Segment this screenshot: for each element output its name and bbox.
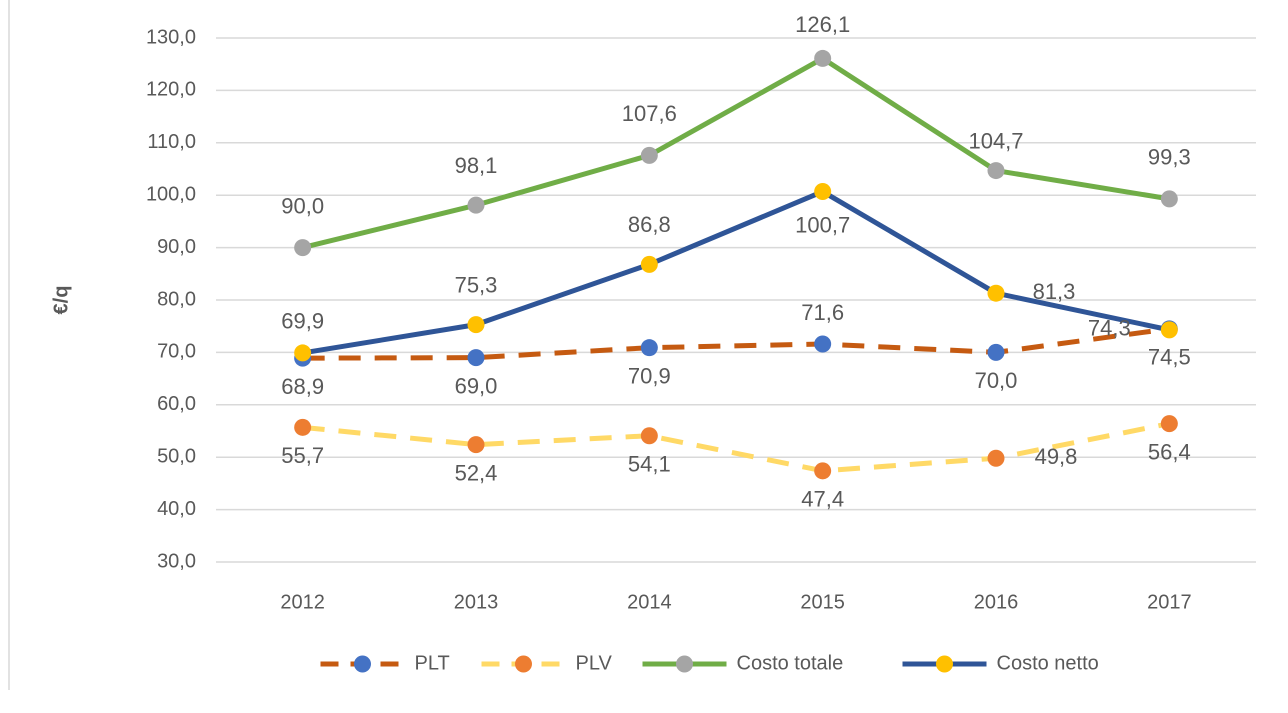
data-label: 104,7 xyxy=(968,128,1023,153)
y-tick-label: 120,0 xyxy=(146,79,196,101)
series-line xyxy=(302,326,1170,361)
data-label: 70,0 xyxy=(975,368,1018,393)
y-tick-label: 70,0 xyxy=(157,341,196,363)
x-tick-label: 2012 xyxy=(280,591,325,613)
data-point xyxy=(1160,321,1178,339)
data-point xyxy=(294,418,312,436)
data-label: 98,1 xyxy=(455,153,498,178)
legend-label: PLT xyxy=(415,652,450,674)
legend-marker xyxy=(515,655,532,673)
legend-label: Costo totale xyxy=(737,652,844,674)
data-label: 47,4 xyxy=(801,487,844,512)
data-point xyxy=(640,255,658,273)
data-label: 126,1 xyxy=(795,12,850,37)
data-point xyxy=(467,436,485,454)
legend-marker xyxy=(676,655,693,673)
data-label: 70,9 xyxy=(628,363,671,388)
data-point xyxy=(294,239,312,257)
data-label: 74,5 xyxy=(1148,345,1191,370)
data-point xyxy=(987,162,1005,180)
data-point xyxy=(1160,415,1178,433)
y-axis-label: €/q xyxy=(50,286,72,315)
legend-label: PLV xyxy=(576,652,613,674)
legend-marker xyxy=(936,655,953,673)
data-label: 107,6 xyxy=(622,101,677,126)
series-line xyxy=(302,189,1170,356)
y-tick-label: 90,0 xyxy=(157,236,196,258)
data-point xyxy=(467,316,485,334)
data-point xyxy=(294,344,312,362)
series-line xyxy=(302,421,1170,474)
data-label: 68,9 xyxy=(281,374,324,399)
data-point xyxy=(987,343,1005,361)
x-tick-label: 2014 xyxy=(627,591,672,613)
data-label: 55,7 xyxy=(281,443,324,468)
data-label: 71,6 xyxy=(801,300,844,325)
data-label: 81,3 xyxy=(1033,279,1076,304)
data-label: 49,8 xyxy=(1035,444,1078,469)
data-point xyxy=(814,335,832,353)
data-label: 56,4 xyxy=(1148,439,1191,464)
y-tick-label: 100,0 xyxy=(146,183,196,205)
y-tick-label: 30,0 xyxy=(157,550,196,572)
data-label: 99,3 xyxy=(1148,145,1191,170)
data-label: 86,8 xyxy=(628,212,671,237)
legend-marker xyxy=(354,655,371,673)
data-point xyxy=(814,49,832,67)
data-label: 90,0 xyxy=(281,193,324,218)
x-tick-label: 2013 xyxy=(454,591,499,613)
data-label: 54,1 xyxy=(628,452,671,477)
x-tick-label: 2016 xyxy=(974,591,1019,613)
data-label: 100,7 xyxy=(795,212,850,237)
legend-label: Costo netto xyxy=(997,652,1099,674)
data-label: 74,3 xyxy=(1088,316,1131,341)
data-label: 52,4 xyxy=(455,460,498,485)
series-line xyxy=(302,55,1170,251)
data-label: 75,3 xyxy=(455,272,498,297)
data-label: 69,9 xyxy=(281,309,324,334)
data-label: 69,0 xyxy=(455,373,498,398)
data-point xyxy=(640,427,658,445)
y-tick-label: 40,0 xyxy=(157,498,196,520)
data-point xyxy=(814,462,832,480)
y-tick-label: 130,0 xyxy=(146,26,196,48)
data-point xyxy=(1160,190,1178,208)
y-tick-label: 60,0 xyxy=(157,393,196,415)
y-tick-label: 80,0 xyxy=(157,288,196,310)
data-point xyxy=(987,449,1005,467)
x-tick-label: 2015 xyxy=(800,591,845,613)
data-point xyxy=(987,284,1005,302)
data-point xyxy=(467,196,485,214)
data-point xyxy=(640,339,658,357)
data-point xyxy=(814,183,832,201)
y-tick-label: 110,0 xyxy=(147,131,196,153)
data-point xyxy=(640,146,658,164)
data-point xyxy=(467,349,485,367)
x-tick-label: 2017 xyxy=(1147,591,1192,613)
y-tick-label: 50,0 xyxy=(157,445,196,467)
